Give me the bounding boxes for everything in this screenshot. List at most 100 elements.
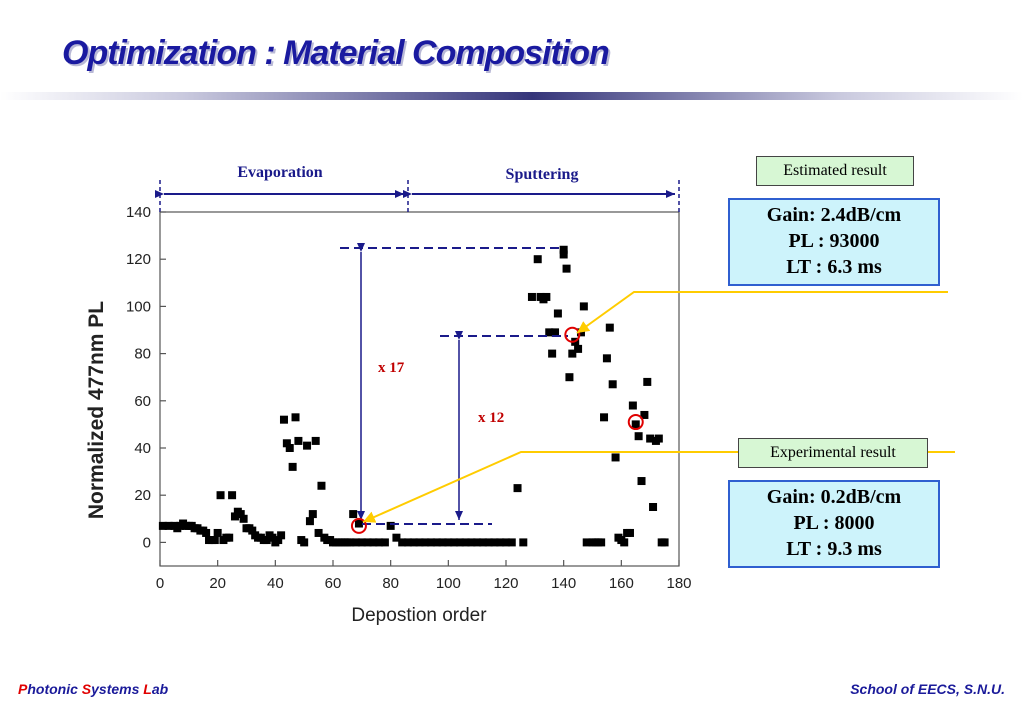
y-tick-label: 40 (134, 440, 151, 457)
data-point (409, 538, 418, 547)
data-point (637, 477, 646, 486)
data-point (649, 503, 658, 511)
data-point (369, 538, 378, 547)
data-point (158, 521, 167, 530)
data-point (305, 517, 314, 526)
data-point (553, 309, 562, 318)
ratio-label-17: x 17 (378, 360, 405, 376)
data-point (317, 481, 326, 490)
highlight-circle (627, 414, 644, 431)
data-point (311, 436, 320, 445)
data-point (519, 538, 528, 547)
data-point (542, 292, 551, 301)
data-point (551, 328, 560, 337)
slide-title: Optimization : Material Composition (62, 34, 610, 72)
x-tick-label: 140 (551, 575, 576, 592)
data-point (473, 538, 482, 547)
estimated-result-box: Gain: 2.4dB/cm PL : 93000 LT : 6.3 ms (728, 198, 940, 286)
data-point (303, 441, 312, 450)
data-point (213, 528, 222, 537)
data-point (421, 538, 430, 547)
data-point (354, 519, 363, 528)
x-tick-label: 120 (493, 575, 518, 592)
data-point (600, 413, 609, 422)
data-point (625, 528, 634, 537)
x-tick-label: 40 (267, 575, 284, 592)
data-point (308, 510, 317, 519)
data-point (660, 538, 669, 547)
footer-word-hotonic: hotonic (27, 681, 82, 697)
data-point (427, 538, 436, 547)
data-point (262, 536, 271, 545)
data-point (164, 521, 173, 530)
data-point (202, 528, 211, 537)
data-point (545, 328, 554, 337)
footer-lab-name: Photonic Systems Lab (18, 681, 168, 697)
data-point (403, 538, 412, 547)
data-point (300, 538, 309, 547)
estimated-result-tag: Estimated result (756, 156, 914, 186)
data-point (216, 491, 225, 500)
y-tick-label: 120 (126, 251, 151, 268)
data-point (574, 344, 583, 353)
evaporation-label: Evaporation (237, 164, 322, 181)
data-point (274, 536, 283, 545)
data-point (282, 439, 291, 448)
x-tick-label: 80 (382, 575, 399, 592)
data-point (496, 538, 505, 547)
data-point (363, 538, 372, 547)
data-point (559, 245, 568, 254)
data-point (602, 354, 611, 363)
data-point (533, 255, 542, 264)
highlight-circle (350, 517, 367, 534)
experimental-result-tag-text: Experimental result (770, 444, 896, 461)
y-axis-ticks: 0 20 40 60 80 100 120 140 (126, 204, 166, 551)
footer-word-ab: ab (151, 681, 169, 697)
data-point (611, 453, 620, 462)
data-point (579, 302, 588, 311)
experimental-gain: Gain: 0.2dB/cm (766, 486, 902, 508)
data-point (291, 413, 300, 422)
title-rule (0, 92, 1023, 100)
data-point (507, 538, 516, 547)
x-axis-label: Depostion order (351, 605, 487, 626)
experimental-lt: LT : 9.3 ms (786, 538, 882, 560)
data-point (239, 514, 248, 523)
data-point (380, 538, 389, 547)
highlight-circle (564, 326, 581, 343)
data-point (527, 292, 536, 301)
data-point (620, 538, 629, 547)
data-point (352, 538, 361, 547)
data-point (415, 538, 424, 547)
data-point (285, 444, 294, 452)
data-point (484, 538, 493, 547)
data-point (478, 538, 487, 547)
x-axis-ticks: 0 20 40 60 80 100 120 140 160 180 (156, 560, 692, 592)
highlight-circles (350, 326, 644, 534)
estimated-lt: LT : 6.3 ms (786, 256, 882, 278)
footer-letter-s: S (81, 681, 92, 697)
x-tick-label: 20 (209, 575, 226, 592)
ratio-label-12: x 12 (478, 410, 504, 426)
data-point (277, 531, 286, 540)
data-point (605, 323, 614, 332)
data-point (210, 536, 219, 545)
data-point (444, 538, 453, 547)
data-point (490, 538, 499, 547)
data-point (559, 250, 568, 259)
data-point (640, 410, 649, 419)
data-point (646, 434, 655, 443)
data-point (568, 349, 577, 358)
data-point (386, 521, 395, 530)
data-point (562, 264, 571, 273)
data-point (502, 538, 510, 547)
data-point (513, 484, 522, 493)
data-point (467, 538, 476, 547)
x-tick-label: 100 (436, 575, 461, 592)
data-point (288, 462, 297, 471)
experimental-pl: PL : 8000 (793, 512, 875, 534)
data-points (158, 245, 669, 547)
footer-word-ystems: ystems (91, 681, 144, 697)
data-point (582, 538, 591, 547)
